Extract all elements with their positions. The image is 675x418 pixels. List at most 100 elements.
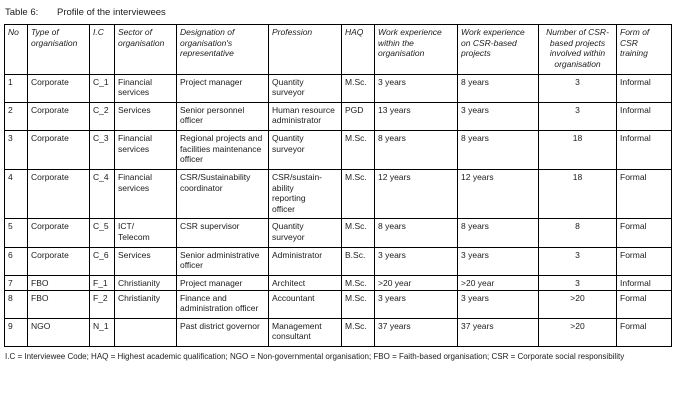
table-cell: 18 <box>538 168 617 220</box>
table-cell: M.Sc. <box>341 168 375 220</box>
table-cell: Corporate <box>27 130 90 170</box>
table-cell: Senior personnel officer <box>176 101 269 132</box>
table-body: 1 Corporate C_1 Financial services Project m… <box>4 73 672 348</box>
table-cell: Project manager <box>176 73 269 103</box>
table-cell: 8 years <box>457 218 539 248</box>
column-header: Sector of organisation <box>114 24 177 75</box>
column-header: Designation of organisation's representa… <box>176 24 269 75</box>
column-header: No <box>4 24 28 75</box>
table-cell: M.Sc. <box>341 130 375 170</box>
table-cell: Senior administrative officer <box>176 246 269 276</box>
table-cell: 6 <box>4 246 28 276</box>
table-cell: 3 years <box>457 289 539 319</box>
table-cell: Human resource administrator <box>268 101 342 132</box>
table-cell: 8 <box>4 289 28 319</box>
table-cell: C_2 <box>89 101 115 132</box>
column-header: Number of CSR-based projects involved wi… <box>538 24 617 75</box>
table-cell: Quantity surveyor <box>268 73 342 103</box>
header-row: No Type of organisation I.C Sector of organ… <box>4 24 672 75</box>
table-cell: Corporate <box>27 101 90 132</box>
table-cell: M.Sc. <box>341 73 375 103</box>
table-cell: 8 years <box>374 218 458 248</box>
table-cell: 5 <box>4 218 28 248</box>
column-header: Work experience on CSR-based projects <box>457 24 539 75</box>
table-cell: Management consultant <box>268 317 342 348</box>
table-cell: N_1 <box>89 317 115 348</box>
table-cell: 37 years <box>374 317 458 348</box>
table-cell: 3 years <box>374 73 458 103</box>
column-header: Profession <box>268 24 342 75</box>
table-cell: 37 years <box>457 317 539 348</box>
table-cell: Accountant <box>268 289 342 319</box>
table-cell: Financial services <box>114 130 177 170</box>
table-cell: NGO <box>27 317 90 348</box>
table-cell: Informal <box>616 73 672 103</box>
table-cell: 13 years <box>374 101 458 132</box>
table-cell: CSR/sustain- ability reporting officer <box>268 168 342 220</box>
table-cell: Administrator <box>268 246 342 276</box>
table-cell: FBO <box>27 289 90 319</box>
table-cell: 3 <box>538 274 617 291</box>
table-cell: 8 <box>538 218 617 248</box>
table-cell: Formal <box>616 317 672 348</box>
table-cell: Informal <box>616 130 672 170</box>
table-cell: Quantity surveyor <box>268 130 342 170</box>
table-cell: Corporate <box>27 218 90 248</box>
table-cell: >20 year <box>457 274 539 291</box>
table-row: 6 Corporate C_6 Services Senior administrati… <box>4 246 672 276</box>
table-cell: Quantity surveyor <box>268 218 342 248</box>
table-cell: 9 <box>4 317 28 348</box>
table-row: 7 FBO F_1 Christianity Project manager Archit… <box>4 274 672 291</box>
table-cell: Formal <box>616 246 672 276</box>
column-header: Work experience within the organisation <box>374 24 458 75</box>
table-cell: PGD <box>341 101 375 132</box>
table-cell: 3 <box>4 130 28 170</box>
table-cell: Services <box>114 246 177 276</box>
table-cell: M.Sc. <box>341 274 375 291</box>
table-cell: C_1 <box>89 73 115 103</box>
table-cell: 8 years <box>374 130 458 170</box>
table-caption-label: Table 6: <box>5 7 39 18</box>
table-row: 1 Corporate C_1 Financial services Project m… <box>4 73 672 103</box>
table-row: 9 NGO N_1 Past district governor Management … <box>4 317 672 348</box>
table-cell <box>114 317 177 348</box>
table-cell: Architect <box>268 274 342 291</box>
table-cell: Finance and administration officer <box>176 289 269 319</box>
table-row: 3 Corporate C_3 Financial services Regional … <box>4 130 672 170</box>
table-cell: >20 <box>538 289 617 319</box>
table-cell: M.Sc. <box>341 317 375 348</box>
table-cell: C_5 <box>89 218 115 248</box>
table-cell: 12 years <box>457 168 539 220</box>
table-cell: CSR/Sustainability coordinator <box>176 168 269 220</box>
table-cell: B.Sc. <box>341 246 375 276</box>
table-cell: M.Sc. <box>341 289 375 319</box>
table-cell: Services <box>114 101 177 132</box>
table-cell: 3 years <box>374 246 458 276</box>
table-cell: C_3 <box>89 130 115 170</box>
table-cell: 7 <box>4 274 28 291</box>
table-cell: 3 <box>538 101 617 132</box>
table-caption-text: Profile of the interviewees <box>57 7 166 18</box>
table-cell: Formal <box>616 168 672 220</box>
table-cell: ICT/ Telecom <box>114 218 177 248</box>
table-cell: Corporate <box>27 73 90 103</box>
table-cell: Project manager <box>176 274 269 291</box>
table-cell: Formal <box>616 289 672 319</box>
table-cell: 8 years <box>457 73 539 103</box>
table-cell: 4 <box>4 168 28 220</box>
table-cell: 18 <box>538 130 617 170</box>
table-row: 5 Corporate C_5 ICT/ Telecom CSR supervisor Q… <box>4 218 672 248</box>
table-footnote: I.C = Interviewee Code; HAQ = Highest ac… <box>5 352 625 361</box>
table-cell: Formal <box>616 218 672 248</box>
table-cell: 1 <box>4 73 28 103</box>
table-cell: Corporate <box>27 246 90 276</box>
column-header: HAQ <box>341 24 375 75</box>
table-cell: 12 years <box>374 168 458 220</box>
table-cell: Christianity <box>114 274 177 291</box>
table-cell: 3 years <box>374 289 458 319</box>
table-cell: 8 years <box>457 130 539 170</box>
table-cell: Regional projects and facilities mainten… <box>176 130 269 170</box>
table-cell: Informal <box>616 274 672 291</box>
table-cell: 3 <box>538 246 617 276</box>
